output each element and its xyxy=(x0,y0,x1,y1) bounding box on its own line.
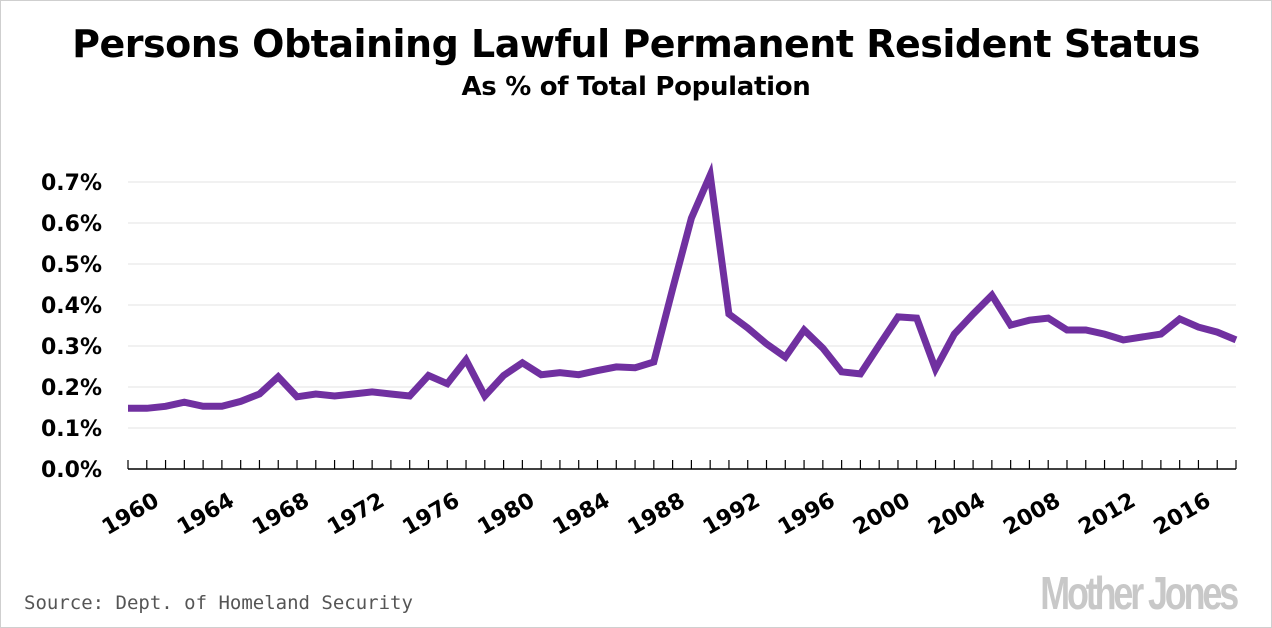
x-tick-label: 2008 xyxy=(999,488,1065,540)
x-tick-label: 2012 xyxy=(1075,488,1141,540)
series-line xyxy=(128,162,1238,412)
y-tick-label: 0.7% xyxy=(41,171,102,196)
x-tick-label: 1964 xyxy=(173,488,239,540)
x-tick-label: 1988 xyxy=(624,488,690,540)
chart-title: Persons Obtaining Lawful Permanent Resid… xyxy=(72,22,1200,66)
x-tick-label: 1968 xyxy=(248,488,314,540)
source-note: Source: Dept. of Homeland Security xyxy=(24,592,413,614)
y-tick-label: 0.4% xyxy=(41,294,102,319)
x-tick-label: 1972 xyxy=(323,488,389,540)
y-tick-label: 0.0% xyxy=(41,458,102,483)
series-group xyxy=(127,162,1238,412)
y-tick-label: 0.3% xyxy=(41,335,102,360)
x-tick-label: 1980 xyxy=(474,488,540,540)
x-tick-label: 1992 xyxy=(699,488,765,540)
x-tick-label: 1960 xyxy=(98,488,164,540)
x-axis xyxy=(127,460,1237,470)
x-tick-label: 2016 xyxy=(1150,488,1216,540)
mother-jones-logo: Mother Jones xyxy=(1040,567,1239,619)
y-tick-label: 0.2% xyxy=(41,376,102,401)
y-tick-label: 0.1% xyxy=(41,417,102,442)
x-tick-label: 2004 xyxy=(924,488,990,540)
y-tick-label: 0.6% xyxy=(41,212,102,237)
x-axis-labels: 1960 1964 1968 1972 1976 1980 1984 1988 1992 1996… xyxy=(98,488,1215,540)
y-axis-labels: 0.0% 0.1% 0.2% 0.3% 0.4% 0.5% 0.6% 0.7% xyxy=(41,171,102,483)
x-tick-label: 1984 xyxy=(549,488,615,540)
x-tick-label: 1976 xyxy=(398,488,464,540)
chart-subtitle: As % of Total Population xyxy=(461,72,811,102)
y-tick-label: 0.5% xyxy=(41,253,102,278)
x-tick-label: 2000 xyxy=(849,488,915,540)
x-tick-label: 1996 xyxy=(774,488,840,540)
